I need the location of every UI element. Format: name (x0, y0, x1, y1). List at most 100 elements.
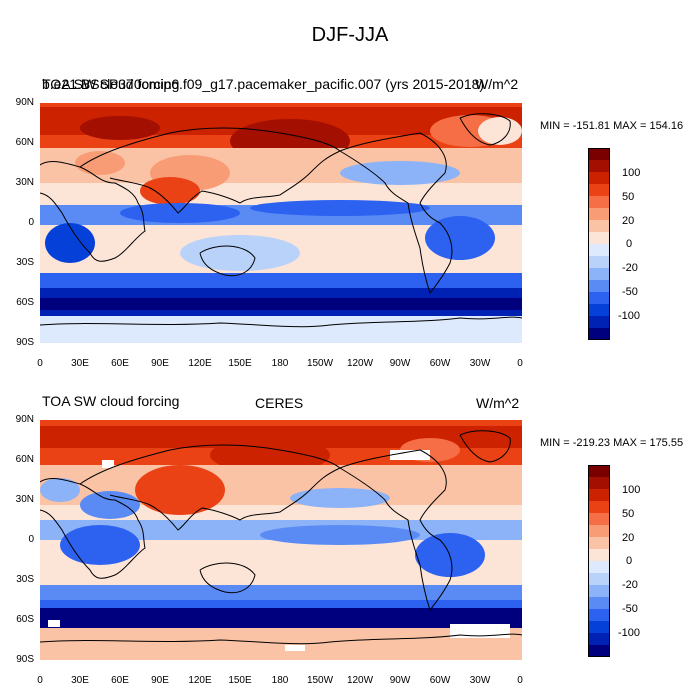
min-value: MIN = -151.81 (540, 120, 611, 132)
colorbar-swatch (588, 573, 610, 586)
y-tick-label: 60N (15, 137, 34, 148)
y-tick-label: 30N (15, 177, 34, 188)
colorbar-swatch (588, 268, 610, 281)
x-tick-label: 90W (389, 358, 411, 369)
figure-title: DJF-JJA (311, 24, 389, 46)
colorbar-swatch (588, 172, 610, 185)
colorbar-label: 0 (626, 555, 633, 567)
colorbar-swatch (588, 160, 610, 173)
colorbar-swatch (588, 316, 610, 329)
x-tick-label: 180 (271, 358, 289, 369)
y-tick-label: 60S (16, 297, 34, 308)
y-tick-label: 30S (16, 257, 34, 268)
y-tick-label: 60S (16, 614, 34, 625)
colorbar-swatch (588, 292, 610, 305)
colorbar-swatch (588, 244, 610, 257)
colorbar-swatch (588, 501, 610, 514)
colorbar-swatch (588, 621, 610, 634)
x-tick-label: 90W (389, 675, 411, 686)
colorbar-label: 20 (622, 215, 635, 227)
min-max-stats: MIN = -151.81 MAX = 154.16 (540, 120, 683, 132)
x-tick-label: 0 (517, 675, 523, 686)
colorbar-swatch (588, 184, 610, 197)
colorbar-label: -100 (618, 627, 641, 639)
y-tick-label: 0 (28, 217, 34, 228)
colorbar-swatch (588, 645, 610, 657)
y-tick-label: 90S (16, 654, 34, 665)
y-tick-label: 60N (15, 454, 34, 465)
colorbar-swatch (588, 256, 610, 269)
x-tick-label: 0 (37, 358, 43, 369)
colorbar-swatch (588, 633, 610, 646)
x-tick-label: 0 (37, 675, 43, 686)
y-tick-label: 90N (15, 97, 34, 108)
x-tick-label: 150E (228, 358, 252, 369)
colorbar-label: -50 (622, 286, 638, 298)
colorbar-label: 20 (622, 532, 635, 544)
x-tick-label: 60E (111, 675, 129, 686)
panel-left-string: TOA SW cloud forcing (42, 393, 180, 409)
x-tick-label: 90E (151, 675, 169, 686)
x-tick-label: 150E (228, 675, 252, 686)
colorbar-swatch (588, 477, 610, 490)
panel-center-string: b.e21.BSSP370cmip6.f09_g17.pacemaker_pac… (42, 76, 485, 92)
y-tick-label: 0 (28, 534, 34, 545)
colorbar-swatch (588, 489, 610, 502)
min-max-stats: MIN = -219.23 MAX = 175.55 (540, 437, 683, 449)
colorbar-label: -20 (622, 579, 638, 591)
colorbar-swatch (588, 232, 610, 245)
map-plot (40, 420, 522, 660)
colorbar-swatch (588, 537, 610, 550)
colorbar-label: -100 (618, 310, 641, 322)
x-tick-label: 120E (188, 675, 212, 686)
max-value: MAX = 175.55 (613, 437, 684, 449)
colorbar-swatch (588, 609, 610, 622)
panel-left-string: TOA SW cloud forcing (42, 76, 180, 92)
y-tick-label: 90N (15, 414, 34, 425)
y-tick-label: 30S (16, 574, 34, 585)
colorbar-label: -20 (622, 262, 638, 274)
colorbar-swatch (588, 220, 610, 233)
x-tick-label: 60W (429, 358, 451, 369)
colorbar-swatch (588, 196, 610, 209)
colorbar-swatch (588, 561, 610, 574)
colorbar-swatch (588, 525, 610, 538)
x-tick-label: 120W (346, 358, 374, 369)
y-tick-label: 90S (16, 337, 34, 348)
colorbar-swatch (588, 328, 610, 340)
colorbar-swatch (588, 597, 610, 610)
colorbar (588, 465, 610, 657)
x-tick-label: 30W (469, 358, 491, 369)
panel-units-string: W/m^2 (476, 395, 520, 411)
map-plot (40, 103, 522, 343)
min-value: MIN = -219.23 (540, 437, 611, 449)
colorbar-swatch (588, 513, 610, 526)
colorbar-swatch (588, 280, 610, 293)
x-tick-label: 150W (306, 358, 334, 369)
y-tick-label: 30N (15, 494, 34, 505)
x-tick-label: 30E (71, 675, 89, 686)
colorbar-swatch (588, 585, 610, 598)
colorbar-swatch (588, 304, 610, 317)
panel-center-string: CERES (255, 395, 304, 411)
x-tick-label: 0 (517, 358, 523, 369)
colorbar (588, 148, 610, 340)
x-tick-label: 60W (429, 675, 451, 686)
x-tick-label: 120W (346, 675, 374, 686)
colorbar-label: -50 (622, 603, 638, 615)
x-tick-label: 30W (469, 675, 491, 686)
colorbar-outline (588, 148, 610, 340)
colorbar-swatch (588, 148, 610, 161)
x-tick-label: 60E (111, 358, 129, 369)
colorbar-swatch (588, 208, 610, 221)
colorbar-label: 0 (626, 238, 633, 250)
x-tick-label: 120E (188, 358, 212, 369)
max-value: MAX = 154.16 (613, 120, 684, 132)
colorbar-swatch (588, 465, 610, 478)
colorbar-label: 50 (622, 191, 635, 203)
colorbar-label: 50 (622, 508, 635, 520)
colorbar-swatch (588, 549, 610, 562)
panel-units-string: W/m^2 (475, 76, 519, 92)
x-tick-label: 150W (306, 675, 334, 686)
colorbar-outline (588, 465, 610, 657)
